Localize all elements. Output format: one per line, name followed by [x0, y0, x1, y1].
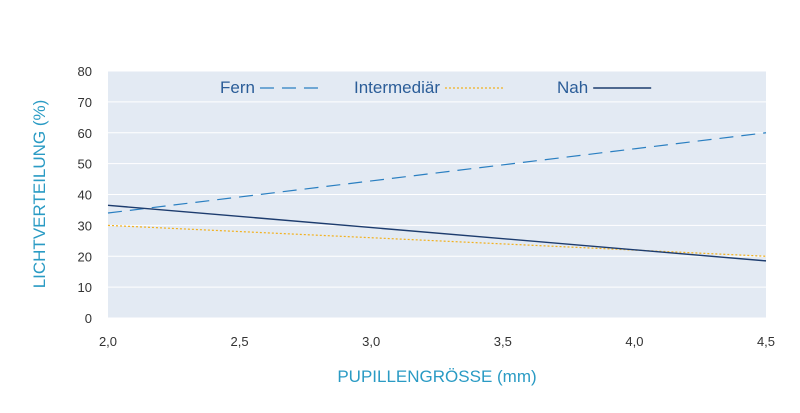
x-axis-ticks: 2,0 2,5 3,0 3,5 4,0 4,5 [99, 334, 775, 349]
y-axis-ticks: 0 10 20 30 40 50 60 70 80 [78, 64, 92, 326]
y-tick-label: 60 [78, 126, 92, 141]
y-tick-label: 40 [78, 188, 92, 203]
y-tick-label: 30 [78, 218, 92, 233]
x-tick-label: 4,0 [625, 334, 643, 349]
legend-label: Intermediär [354, 78, 440, 97]
x-tick-label: 3,5 [494, 334, 512, 349]
legend-label: Nah [557, 78, 588, 97]
y-tick-label: 20 [78, 249, 92, 264]
x-tick-label: 2,5 [231, 334, 249, 349]
series-lines [107, 132, 767, 262]
x-tick-label: 3,0 [362, 334, 380, 349]
series-line [107, 132, 767, 214]
y-axis-title: LICHTVERTEILUNG (%) [30, 100, 49, 289]
y-tick-label: 50 [78, 157, 92, 172]
gridlines [108, 70, 766, 319]
x-axis-title: PUPILLENGRÖSSE (mm) [337, 367, 536, 386]
x-tick-label: 2,0 [99, 334, 117, 349]
legend-label: Fern [220, 78, 255, 97]
x-tick-label: 4,5 [757, 334, 775, 349]
series-line [107, 204, 767, 262]
y-tick-label: 0 [85, 311, 92, 326]
y-tick-label: 70 [78, 95, 92, 110]
y-tick-label: 80 [78, 64, 92, 79]
y-tick-label: 10 [78, 280, 92, 295]
legend: Fern Intermediär Nah [220, 78, 652, 97]
